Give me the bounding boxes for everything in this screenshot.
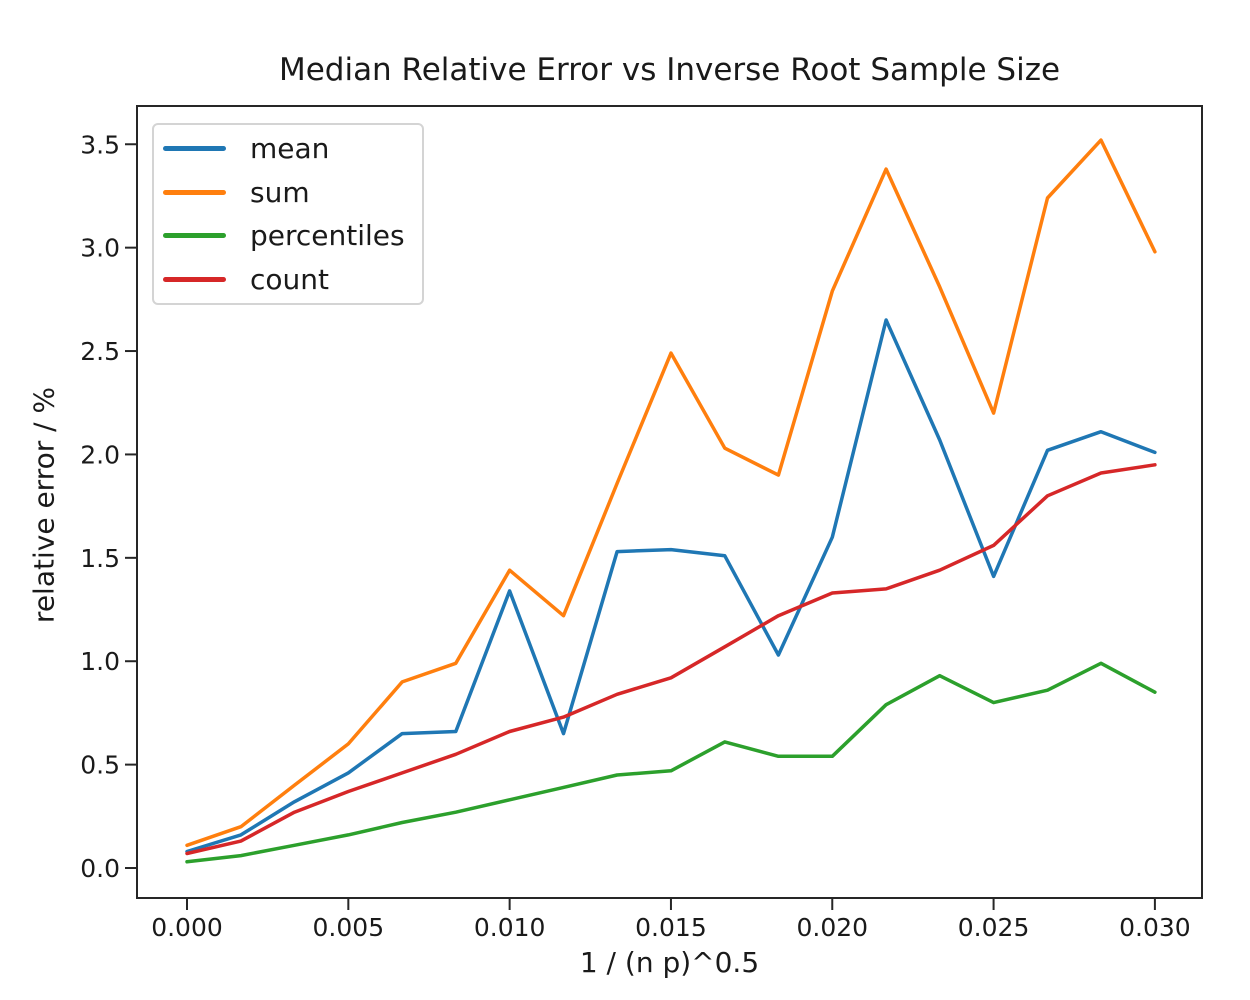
x-tick-label: 0.000 xyxy=(151,913,223,942)
legend-line-sample-percentiles xyxy=(163,233,226,239)
y-tick-label: 1.0 xyxy=(80,647,120,676)
legend-label-percentiles: percentiles xyxy=(250,219,405,253)
plot-spines xyxy=(136,105,1203,899)
y-tick-label: 2.5 xyxy=(80,337,120,366)
legend-line-sample-mean xyxy=(163,146,226,152)
y-tick-label: 2.0 xyxy=(80,440,120,469)
y-tick-label: 3.5 xyxy=(80,130,120,159)
legend-line-sample-sum xyxy=(163,189,226,195)
series-line-sum xyxy=(185,138,1157,848)
y-tick-label: 0.0 xyxy=(80,854,120,883)
legend-item-mean: mean xyxy=(154,128,422,170)
x-tick-label: 0.025 xyxy=(958,913,1030,942)
series-line-count xyxy=(185,463,1157,856)
series-line-mean xyxy=(185,318,1157,854)
x-tick-label: 0.010 xyxy=(474,913,546,942)
legend-label-count: count xyxy=(250,262,329,296)
x-tick-label: 0.015 xyxy=(635,913,707,942)
chart-title: Median Relative Error vs Inverse Root Sa… xyxy=(278,52,1061,88)
legend: mean sum percentiles count xyxy=(152,123,424,305)
x-tick-label: 0.030 xyxy=(1119,913,1191,942)
y-axis-label: relative error / % xyxy=(27,386,61,624)
y-tick-label: 1.5 xyxy=(80,544,120,573)
x-tick-label: 0.020 xyxy=(796,913,868,942)
series-line-percentiles xyxy=(185,661,1157,864)
legend-label-sum: sum xyxy=(250,175,310,209)
legend-item-sum: sum xyxy=(154,171,422,213)
legend-item-count: count xyxy=(154,258,422,300)
y-tick-label: 3.0 xyxy=(80,234,120,263)
x-tick-label: 0.005 xyxy=(313,913,385,942)
legend-line-sample-count xyxy=(163,276,226,282)
legend-item-percentiles: percentiles xyxy=(154,215,422,257)
legend-label-mean: mean xyxy=(250,132,330,166)
x-axis-label: 1 / (n p)^0.5 xyxy=(579,946,760,979)
y-tick-label: 0.5 xyxy=(80,751,120,780)
